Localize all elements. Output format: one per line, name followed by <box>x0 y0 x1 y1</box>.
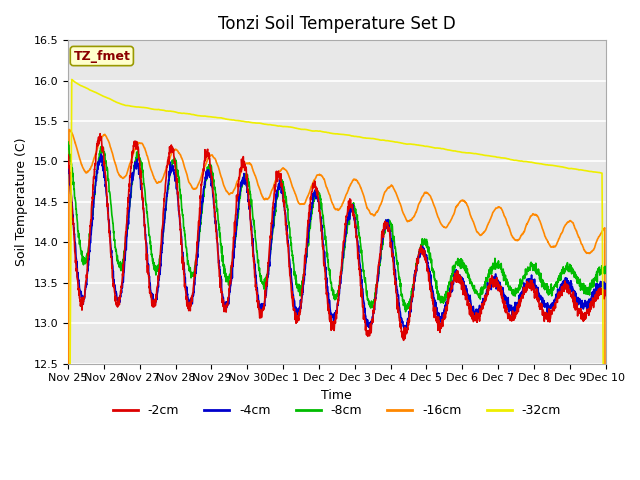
Text: TZ_fmet: TZ_fmet <box>74 49 131 62</box>
X-axis label: Time: Time <box>321 389 352 402</box>
Y-axis label: Soil Temperature (C): Soil Temperature (C) <box>15 138 28 266</box>
Title: Tonzi Soil Temperature Set D: Tonzi Soil Temperature Set D <box>218 15 456 33</box>
Legend: -2cm, -4cm, -8cm, -16cm, -32cm: -2cm, -4cm, -8cm, -16cm, -32cm <box>108 399 566 422</box>
